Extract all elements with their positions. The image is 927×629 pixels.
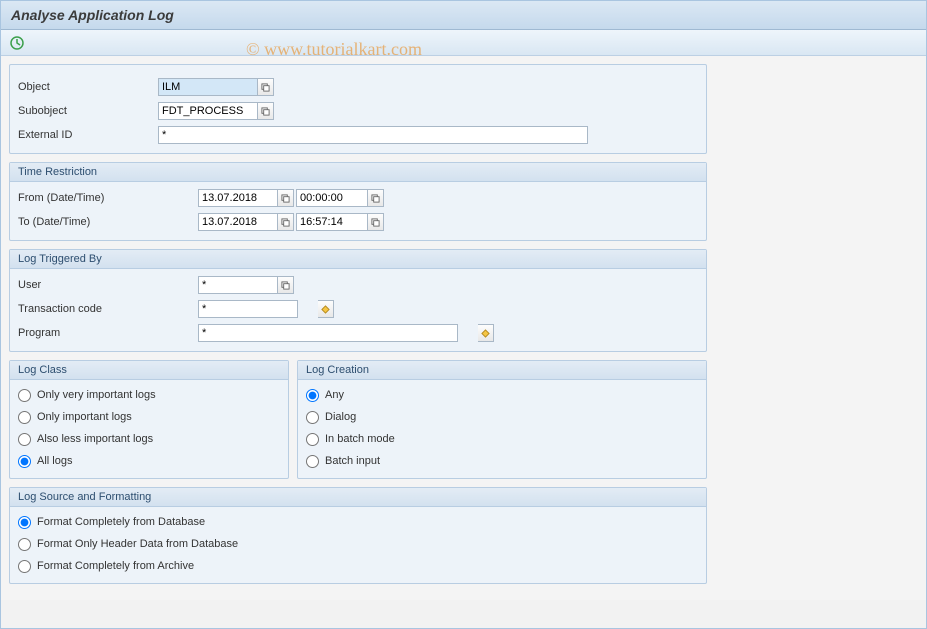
multi-select-icon[interactable] (318, 300, 334, 318)
log-creation-radio-dialog[interactable] (306, 411, 319, 424)
object-label: Object (18, 81, 158, 93)
f4-icon[interactable] (368, 189, 384, 207)
subobject-label: Subobject (18, 105, 158, 117)
source-radio-archive[interactable] (18, 560, 31, 573)
log-creation-label-dialog: Dialog (325, 411, 356, 423)
to-date-input[interactable] (198, 213, 278, 231)
multi-select-icon[interactable] (478, 324, 494, 342)
object-input[interactable] (158, 78, 258, 96)
object-panel: Object Subobject External ID (9, 64, 707, 154)
page-title: Analyse Application Log (1, 1, 926, 30)
f4-icon[interactable] (278, 276, 294, 294)
from-time-input[interactable] (296, 189, 368, 207)
user-label: User (18, 279, 198, 291)
log-creation-radio-any[interactable] (306, 389, 319, 402)
source-radio-db-full[interactable] (18, 516, 31, 529)
f4-icon[interactable] (258, 102, 274, 120)
log-creation-panel: Log Creation Any Dialog In batch mode Ba… (297, 360, 707, 479)
time-restriction-panel: Time Restriction From (Date/Time) To (Da… (9, 162, 707, 241)
program-label: Program (18, 327, 198, 339)
log-creation-title: Log Creation (298, 361, 706, 380)
toolbar (1, 30, 926, 56)
from-label: From (Date/Time) (18, 192, 198, 204)
to-label: To (Date/Time) (18, 216, 198, 228)
log-class-label-all: All logs (37, 455, 72, 467)
f4-icon[interactable] (258, 78, 274, 96)
subobject-input[interactable] (158, 102, 258, 120)
from-date-input[interactable] (198, 189, 278, 207)
log-creation-label-batch-input: Batch input (325, 455, 380, 467)
triggered-by-title: Log Triggered By (10, 250, 706, 269)
two-col-row: Log Class Only very important logs Only … (9, 360, 707, 479)
f4-icon[interactable] (368, 213, 384, 231)
source-label-db-full: Format Completely from Database (37, 516, 205, 528)
time-restriction-title: Time Restriction (10, 163, 706, 182)
content-area: Object Subobject External ID Time Restri… (1, 56, 926, 600)
f4-icon[interactable] (278, 213, 294, 231)
program-input[interactable] (198, 324, 458, 342)
source-formatting-panel: Log Source and Formatting Format Complet… (9, 487, 707, 584)
external-id-label: External ID (18, 129, 158, 141)
log-class-panel: Log Class Only very important logs Only … (9, 360, 289, 479)
log-class-label-less-important: Also less important logs (37, 433, 153, 445)
log-class-radio-very-important[interactable] (18, 389, 31, 402)
user-input[interactable] (198, 276, 278, 294)
log-class-label-very-important: Only very important logs (37, 389, 156, 401)
execute-icon[interactable] (9, 35, 25, 51)
source-formatting-title: Log Source and Formatting (10, 488, 706, 507)
tcode-input[interactable] (198, 300, 298, 318)
log-class-title: Log Class (10, 361, 288, 380)
source-radio-db-header[interactable] (18, 538, 31, 551)
log-class-radio-less-important[interactable] (18, 433, 31, 446)
to-time-input[interactable] (296, 213, 368, 231)
f4-icon[interactable] (278, 189, 294, 207)
log-creation-label-batch: In batch mode (325, 433, 395, 445)
source-label-archive: Format Completely from Archive (37, 560, 194, 572)
log-class-label-important: Only important logs (37, 411, 132, 423)
log-class-radio-all[interactable] (18, 455, 31, 468)
triggered-by-panel: Log Triggered By User Transaction code P… (9, 249, 707, 352)
log-creation-radio-batch-input[interactable] (306, 455, 319, 468)
log-class-radio-important[interactable] (18, 411, 31, 424)
tcode-label: Transaction code (18, 303, 198, 315)
external-id-input[interactable] (158, 126, 588, 144)
log-creation-label-any: Any (325, 389, 344, 401)
source-label-db-header: Format Only Header Data from Database (37, 538, 238, 550)
log-creation-radio-batch[interactable] (306, 433, 319, 446)
